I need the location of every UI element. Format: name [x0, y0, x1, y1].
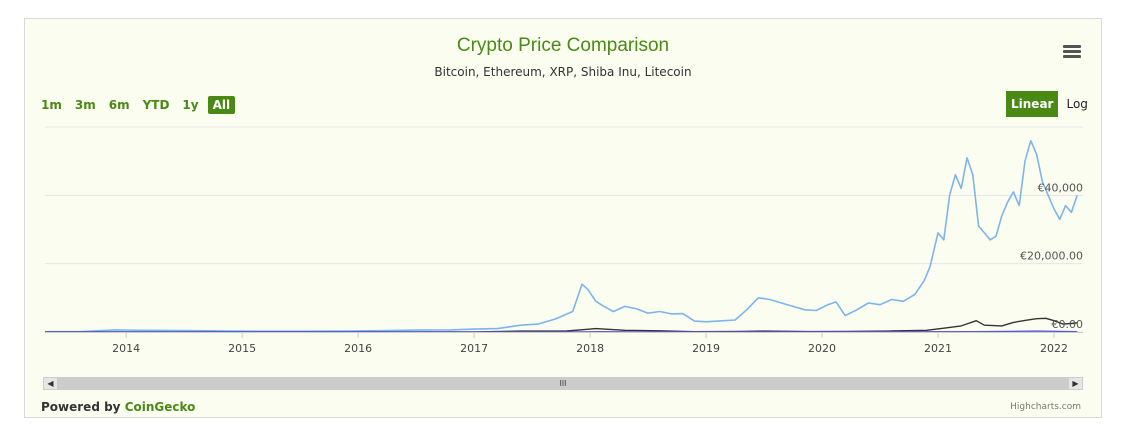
scrollbar-thumb[interactable]: III [58, 378, 1068, 389]
chart-subtitle: Bitcoin, Ethereum, XRP, Shiba Inu, Litec… [434, 65, 692, 79]
range-ytd-button[interactable]: YTD [142, 98, 170, 112]
range-selector: 1m 3m 6m YTD 1y All [41, 94, 248, 116]
x-tick-label-2019: 2019 [692, 342, 720, 355]
range-1y-button[interactable]: 1y [182, 98, 199, 112]
highcharts-credits[interactable]: Highcharts.com [1010, 402, 1081, 412]
x-tick-label-2022: 2022 [1040, 342, 1068, 355]
navigator-scrollbar[interactable]: ◀ III ▶ [43, 377, 1083, 390]
range-3m-button[interactable]: 3m [74, 98, 96, 112]
x-tick-label-2020: 2020 [808, 342, 836, 355]
range-all-button[interactable]: All [207, 96, 236, 114]
scroll-left-arrow-icon[interactable]: ◀ [44, 378, 58, 389]
x-tick-label-2021: 2021 [924, 342, 952, 355]
scale-toggle: Linear Log [1006, 90, 1088, 117]
coingecko-link[interactable]: CoinGecko [124, 400, 196, 414]
menu-line-2 [1063, 50, 1081, 53]
range-1m-button[interactable]: 1m [41, 98, 62, 112]
x-tick-label-2014: 2014 [112, 342, 140, 355]
menu-line-3 [1063, 55, 1081, 58]
chart-title: Crypto Price Comparison [456, 35, 670, 56]
scroll-right-arrow-icon[interactable]: ▶ [1068, 378, 1082, 389]
price-chart: 2014 2015 2016 2017 2018 2019 2020 2021 2022 €0.0… [44, 126, 1084, 355]
y-tick-label-1: €20,000.00 [1020, 250, 1083, 263]
powered-by: Powered by CoinGecko [41, 400, 195, 414]
x-tick-label-2017: 2017 [460, 342, 488, 355]
series-line-0 [45, 139, 1078, 333]
log-scale-button[interactable]: Log [1066, 96, 1088, 111]
hamburger-menu-icon[interactable] [1061, 43, 1083, 61]
x-tick-label-2018: 2018 [576, 342, 604, 355]
menu-line-1 [1063, 45, 1081, 48]
chart-container: Crypto Price Comparison Bitcoin, Ethereu… [24, 18, 1102, 418]
x-tick-label-2015: 2015 [228, 342, 256, 355]
linear-scale-button[interactable]: Linear [1006, 90, 1059, 117]
y-tick-label-0: €0.00 [1052, 318, 1084, 331]
x-tick-label-2016: 2016 [344, 342, 372, 355]
range-6m-button[interactable]: 6m [108, 98, 130, 112]
powered-by-label: Powered by [41, 400, 121, 414]
y-tick-label-2: €40,000 [1038, 181, 1084, 194]
